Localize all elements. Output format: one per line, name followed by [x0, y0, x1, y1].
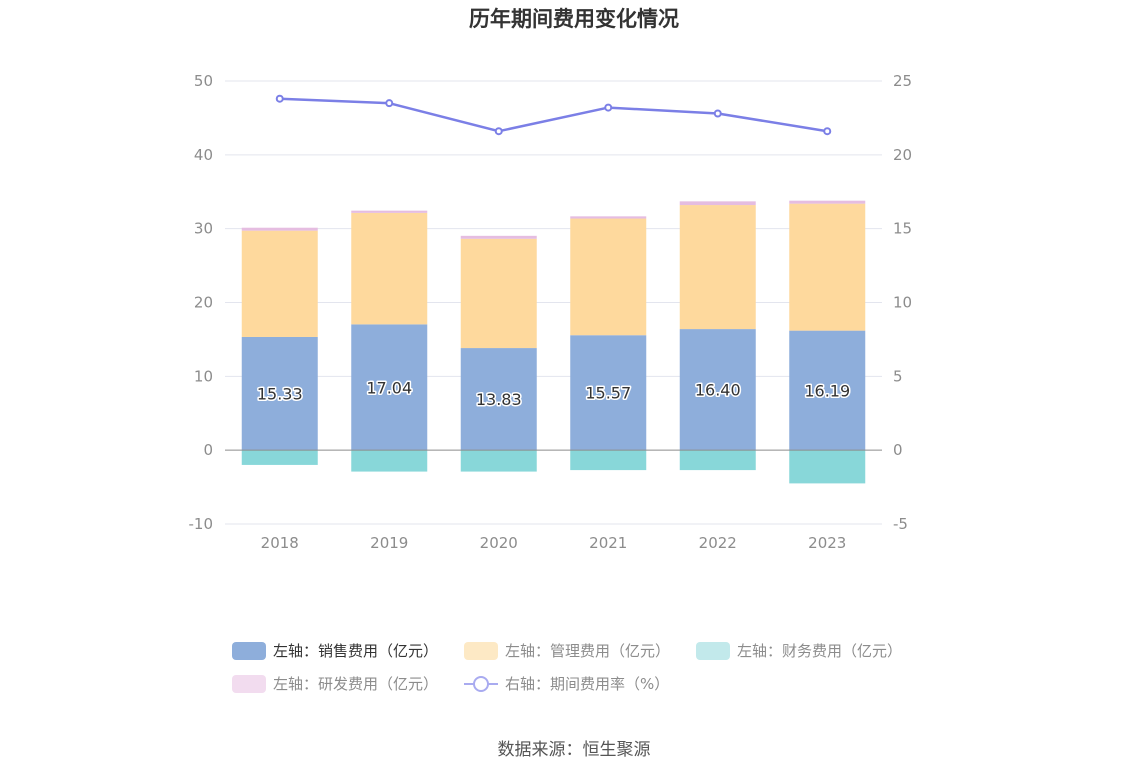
left-tick-label: 10	[194, 367, 213, 385]
rate-point	[713, 109, 722, 118]
rate-point	[604, 103, 613, 112]
left-tick-label: 0	[203, 441, 213, 459]
bar-segment	[241, 450, 318, 465]
bar-segment	[789, 203, 866, 331]
bar-segment	[460, 450, 537, 472]
data-label: 16.40	[695, 381, 741, 400]
bar-segment	[789, 200, 866, 204]
right-tick-label: 10	[893, 294, 912, 312]
x-tick-label: 2018	[261, 534, 299, 552]
rate-point	[385, 99, 394, 108]
grid-lines	[225, 80, 882, 525]
bar-segment	[570, 335, 647, 451]
bars	[241, 200, 866, 484]
right-axis-ticks: -5 0 5 10 15 20 25	[893, 72, 912, 533]
bar-segment	[570, 450, 647, 471]
bar-segment	[679, 201, 756, 206]
left-tick-label: 30	[194, 220, 213, 238]
legend-swatch	[464, 642, 498, 660]
bar-segment	[241, 230, 318, 337]
data-label: 15.57	[585, 384, 631, 403]
data-label: 16.19	[804, 381, 850, 400]
right-tick-label: 25	[893, 72, 912, 90]
left-axis-ticks: -10 0 10 20 30 40 50	[189, 72, 214, 533]
bar-segment	[679, 450, 756, 471]
rate-point	[275, 94, 284, 103]
data-labels: 15.33 17.04 13.83 15.57 16.40 16.19	[255, 377, 851, 411]
legend-label: 左轴：财务费用（亿元）	[737, 642, 902, 660]
legend-label: 左轴：研发费用（亿元）	[273, 675, 438, 693]
legend-swatch-marker	[473, 676, 489, 692]
bar-segment	[789, 330, 866, 451]
legend-swatch	[696, 642, 730, 660]
chart-title: 历年期间费用变化情况	[469, 7, 679, 31]
data-label: 15.33	[257, 385, 303, 404]
bar-segment	[679, 329, 756, 451]
rate-line	[275, 94, 832, 136]
legend-swatch	[232, 675, 266, 693]
bar-segment	[460, 348, 537, 451]
bar-segment	[351, 450, 428, 472]
bar-segment	[351, 212, 428, 325]
x-tick-label: 2023	[808, 534, 846, 552]
rate-line-path	[279, 97, 828, 133]
data-source: 数据来源：恒生聚源	[498, 740, 651, 760]
bar-segment	[351, 324, 428, 451]
right-tick-label: -5	[893, 515, 908, 533]
x-axis-ticks: 2018 2019 2020 2021 2022 2023	[261, 534, 847, 552]
bar-segment	[570, 218, 647, 336]
legend-label: 左轴：销售费用（亿元）	[273, 642, 438, 660]
rate-point	[494, 127, 503, 136]
x-tick-label: 2019	[370, 534, 408, 552]
left-tick-label: 20	[194, 294, 213, 312]
right-tick-label: 0	[893, 441, 903, 459]
x-tick-label: 2021	[589, 534, 627, 552]
right-tick-label: 5	[893, 367, 903, 385]
x-tick-label: 2022	[699, 534, 737, 552]
bar-segment	[351, 210, 428, 213]
right-tick-label: 15	[893, 220, 912, 238]
data-label: 17.04	[366, 378, 412, 397]
left-tick-label: 40	[194, 146, 213, 164]
bar-segment	[241, 227, 318, 231]
bar-segment	[789, 450, 866, 484]
rate-point	[823, 127, 832, 136]
legend-label: 左轴：管理费用（亿元）	[505, 642, 670, 660]
left-tick-label: 50	[194, 72, 213, 90]
left-tick-label: -10	[189, 515, 214, 533]
bar-segment	[241, 336, 318, 451]
bar-segment	[679, 205, 756, 330]
bar-segment	[460, 238, 537, 349]
bar-segment	[460, 235, 537, 239]
x-tick-label: 2020	[480, 534, 518, 552]
legend-label: 右轴：期间费用率（%）	[505, 675, 669, 693]
legend: 左轴：销售费用（亿元） 左轴：管理费用（亿元） 左轴：财务费用（亿元） 左轴：研发费用…	[232, 642, 902, 693]
legend-swatch	[232, 642, 266, 660]
right-tick-label: 20	[893, 146, 912, 164]
data-label: 13.83	[476, 390, 522, 409]
bar-segment	[570, 216, 647, 219]
